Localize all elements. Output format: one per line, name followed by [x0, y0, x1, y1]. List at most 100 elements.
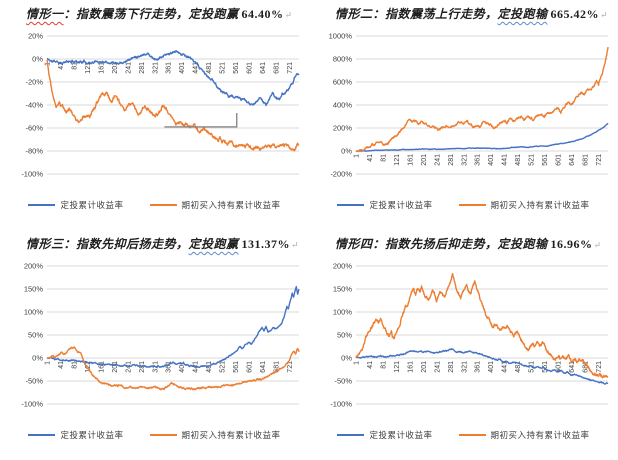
- x-axis-tick-label: 121: [394, 361, 401, 373]
- x-axis-tick-label: 721: [287, 361, 294, 373]
- x-axis-tick-label: 81: [381, 154, 388, 162]
- title-body: ：指数先扬后抑走势，: [372, 237, 498, 251]
- x-axis-tick-label: 601: [555, 361, 562, 373]
- x-axis-tick-label: 521: [220, 361, 227, 373]
- buyhold-line-swatch: [149, 204, 177, 206]
- x-axis-tick-label: 481: [206, 361, 213, 373]
- chart-title-scenario-1: 情形一：指数震荡下行走势，定投跑赢 64.40%↵: [0, 6, 309, 24]
- y-axis-tick-label: -100%: [21, 170, 43, 179]
- x-axis-tick-label: 401: [488, 154, 495, 166]
- y-axis-tick-label: 800%: [333, 55, 353, 64]
- dca-line-swatch: [28, 204, 56, 206]
- line-chart-scenario-1: 20%0%-20%-40%-60%-80%-100%1 41 81 121 161 201…: [21, 32, 300, 179]
- x-axis-tick-label: 641: [260, 361, 267, 373]
- y-axis-tick-label: 1000%: [329, 32, 353, 41]
- x-axis-tick-label: 681: [273, 361, 280, 373]
- y-axis-tick-label: -100%: [330, 400, 352, 409]
- x-axis-tick-label: 81: [72, 361, 79, 369]
- title-emphasis: 定投跑输: [497, 237, 548, 251]
- y-axis-tick-label: 200%: [333, 124, 353, 133]
- x-axis-tick-label: 241: [434, 361, 441, 373]
- y-axis-tick-label: -50%: [334, 377, 352, 386]
- legend-item-dca: 定投累计收益率: [28, 429, 123, 441]
- paragraph-return-mark: ↵: [593, 241, 602, 251]
- y-axis-tick-label: 0%: [32, 55, 43, 64]
- callout-bracket-annotation: [164, 113, 238, 128]
- x-axis-tick-label: 561: [233, 361, 240, 373]
- legend-label: 定投累计收益率: [369, 430, 433, 440]
- x-axis-tick-label: 201: [421, 154, 428, 166]
- scenario-label: 情形二: [335, 7, 373, 21]
- x-axis-tick-label: 201: [112, 62, 119, 74]
- x-axis-tick-label: 161: [98, 62, 105, 74]
- legend-item-buyhold: 期初买入持有累计收益率: [458, 429, 590, 441]
- legend-label: 期初买入持有累计收益率: [181, 430, 281, 440]
- legend-label: 定投累计收益率: [369, 200, 433, 210]
- x-axis-tick-label: 561: [542, 361, 549, 373]
- quadrant-scenario-1: 情形一：指数震荡下行走势，定投跑赢 64.40%↵ 20% 0% -20% -40% -6…: [0, 0, 309, 230]
- x-axis-tick-label: 121: [85, 361, 92, 373]
- x-axis-tick-label: 481: [206, 62, 213, 74]
- x-axis-tick-label: 121: [394, 154, 401, 166]
- chart-title-scenario-2: 情形二：指数震荡上行走势，定投跑输 665.42%↵: [309, 6, 618, 24]
- y-axis-tick-label: 150%: [333, 285, 353, 294]
- buyhold-line-swatch: [149, 434, 177, 436]
- title-value: 131.37%: [241, 237, 291, 251]
- y-axis-tick-label: -50%: [25, 377, 43, 386]
- y-axis-tick-label: 150%: [24, 285, 44, 294]
- legend: 定投累计收益率 期初买入持有累计收益率: [309, 429, 618, 441]
- title-emphasis: 定投跑赢: [188, 7, 239, 21]
- y-axis-tick-label: 0%: [341, 354, 352, 363]
- dca-series-line: [46, 285, 300, 369]
- y-axis-tick-label: 50%: [28, 331, 43, 340]
- x-axis-tick-label: 1: [45, 361, 52, 365]
- y-axis-tick-label: -60%: [25, 124, 43, 133]
- buyhold-series-line: [355, 273, 609, 379]
- y-axis-tick-label: 400%: [333, 101, 353, 110]
- x-axis-tick-label: 641: [260, 62, 267, 74]
- dca-series-line: [46, 50, 300, 107]
- x-axis-tick-label: 441: [193, 62, 200, 74]
- legend-item-dca: 定投累计收益率: [337, 429, 432, 441]
- x-axis-tick-label: 201: [421, 361, 428, 373]
- x-axis-tick-label: 641: [569, 361, 576, 373]
- x-axis-tick-label: 441: [502, 361, 509, 373]
- scenario-label: 情形一: [26, 7, 64, 21]
- title-value: 64.40%: [241, 7, 284, 21]
- x-axis-tick-label: 81: [381, 361, 388, 369]
- quadrant-scenario-3: 情形三：指数先抑后扬走势，定投跑赢 131.37%↵ 200% 150% 100% 50…: [0, 230, 309, 460]
- x-axis-tick-label: 721: [596, 361, 603, 373]
- x-axis-tick-label: 401: [488, 361, 495, 373]
- x-axis-tick-label: 41: [58, 62, 65, 70]
- y-axis-tick-label: -200%: [330, 170, 352, 179]
- x-axis-tick-label: 681: [582, 154, 589, 166]
- legend-item-buyhold: 期初买入持有累计收益率: [149, 429, 281, 441]
- y-axis-tick-label: -40%: [25, 101, 43, 110]
- x-axis-tick-label: 161: [98, 361, 105, 373]
- x-axis-tick-label: 121: [85, 62, 92, 74]
- title-emphasis: 定投跑赢: [188, 237, 239, 251]
- x-axis-tick-label: 521: [220, 62, 227, 74]
- line-chart-scenario-4: 200% 150% 100% 50% 0% -50% -100% 1 41 81 121 161 201…: [330, 262, 609, 409]
- x-axis-tick-label: 321: [152, 62, 159, 74]
- buyhold-line-swatch: [458, 434, 486, 436]
- y-axis-tick-label: 100%: [333, 308, 353, 317]
- x-axis-tick-label: 321: [461, 361, 468, 373]
- dca-line-swatch: [337, 434, 365, 436]
- buyhold-series-line: [355, 46, 609, 153]
- y-axis-tick-label: 600%: [333, 78, 353, 87]
- y-axis-tick-label: 0%: [32, 354, 43, 363]
- dca-line-swatch: [337, 204, 365, 206]
- legend-item-dca: 定投累计收益率: [28, 199, 123, 211]
- x-axis-tick-label: 161: [407, 154, 414, 166]
- buyhold-series-line: [46, 59, 300, 152]
- scenario-label: 情形四: [335, 237, 373, 251]
- y-axis-tick-label: -100%: [21, 400, 43, 409]
- legend-label: 期初买入持有累计收益率: [181, 200, 281, 210]
- x-axis-tick-label: 281: [448, 154, 455, 166]
- x-axis-tick-label: 601: [555, 154, 562, 166]
- x-axis-tick-label: 681: [273, 62, 280, 74]
- buyhold-line-swatch: [458, 204, 486, 206]
- title-body: ：指数震荡下行走势，: [63, 7, 189, 21]
